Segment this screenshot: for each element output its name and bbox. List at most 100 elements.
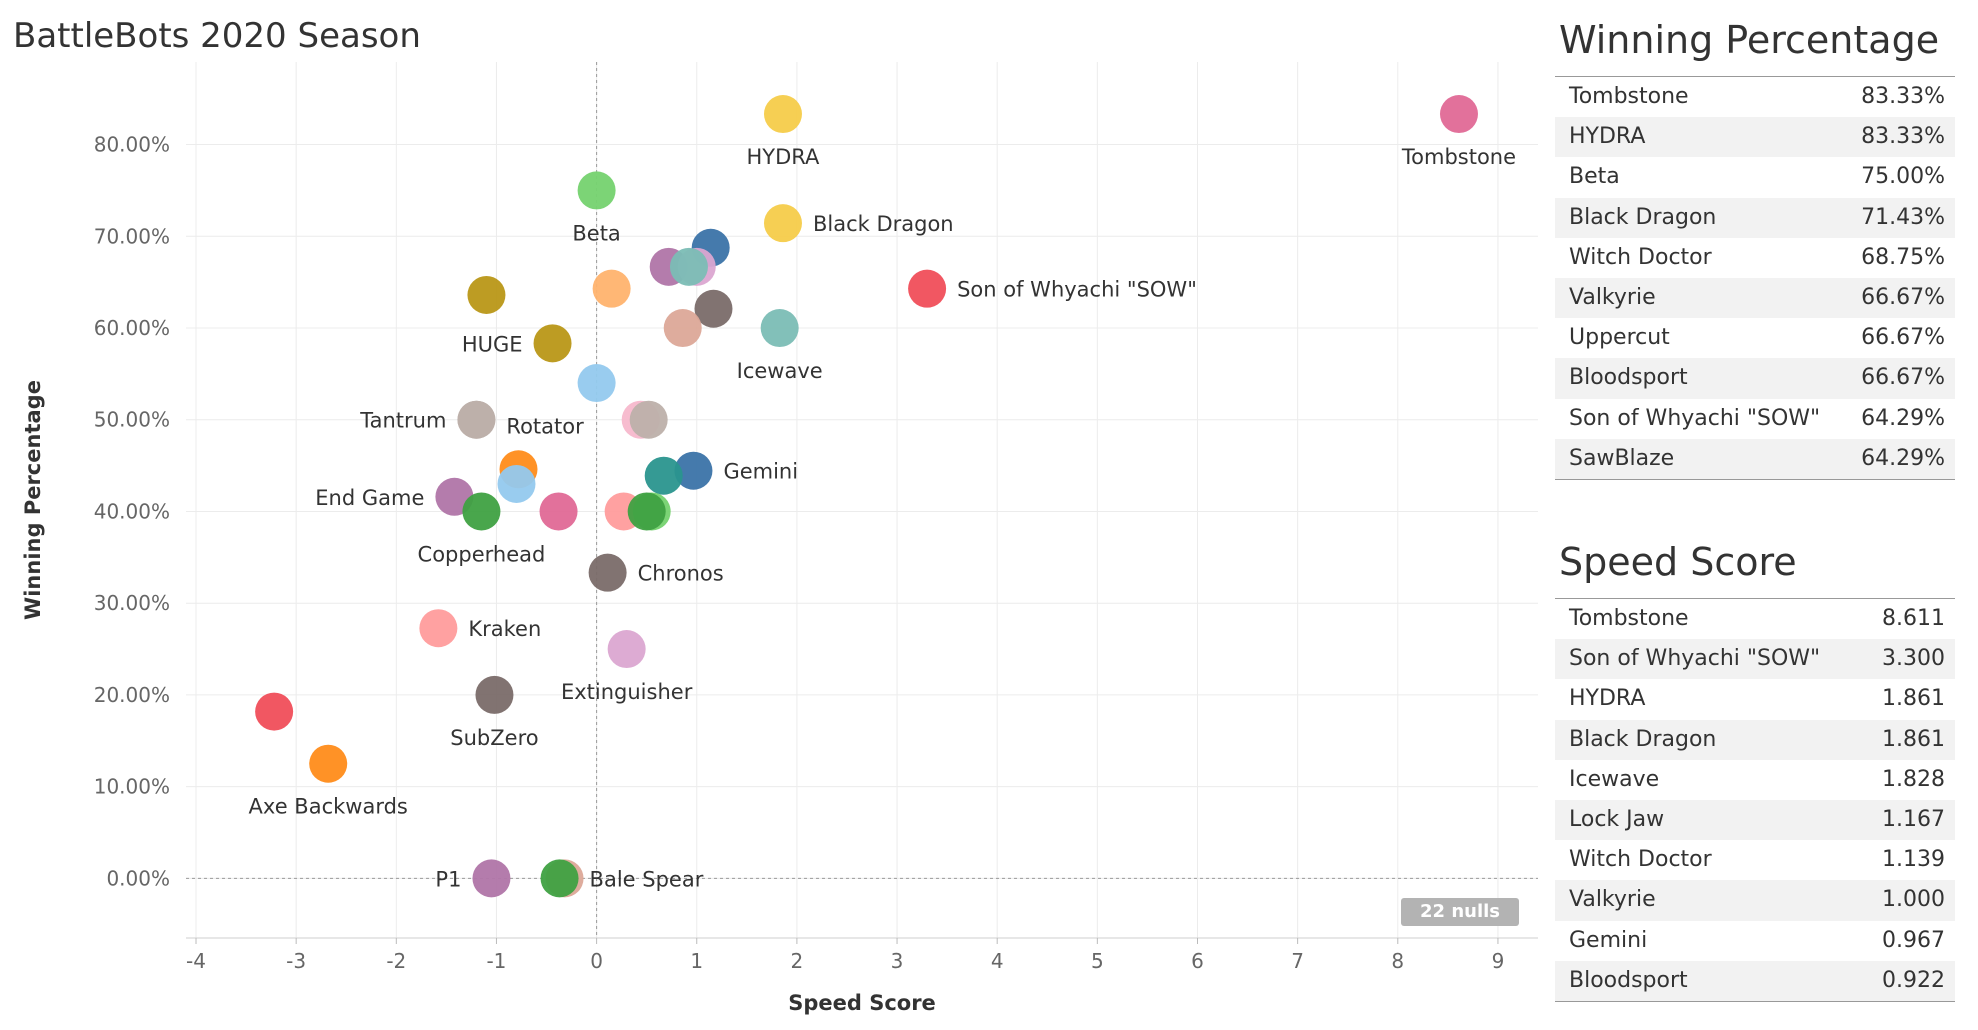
data-point [539,492,578,531]
data-point [540,859,579,898]
data-point [533,324,572,363]
win-pct-row-value: 83.33% [1861,124,1945,150]
speed-score-row-value: 1.861 [1882,686,1945,712]
speed-score-row[interactable]: Bloodsport 0.922 [1555,960,1955,1001]
speed-score-row[interactable]: HYDRA 1.861 [1555,679,1955,719]
speed-score-row-name: Valkyrie [1569,887,1656,913]
data-point [1439,95,1478,134]
speed-score-row[interactable]: Tombstone 8.611 [1555,599,1955,639]
data-point [644,456,683,495]
data-point [908,269,947,308]
speed-score-row-value: 1.167 [1882,806,1945,832]
speed-score-row-value: 3.300 [1882,646,1945,672]
x-tick-label: -1 [486,949,506,973]
win-pct-row[interactable]: Witch Doctor 68.75% [1555,238,1955,278]
winning-percentage-panel: Winning Percentage Tombstone 83.33% HYDRA 8… [1555,18,1955,480]
win-pct-row[interactable]: Son of Whyachi "SOW" 64.29% [1555,399,1955,439]
speed-score-row-value: 1.000 [1882,887,1945,913]
point-label: P1 [435,867,461,891]
y-tick-label: 10.00% [94,775,170,799]
win-pct-row-name: Witch Doctor [1569,244,1712,270]
speed-score-row-value: 0.967 [1882,927,1945,953]
win-pct-row-value: 64.29% [1861,405,1945,431]
speed-score-title: Speed Score [1559,540,1797,584]
data-point [467,275,506,314]
x-tick-label: 8 [1391,949,1404,973]
win-pct-row[interactable]: HYDRA 83.33% [1555,117,1955,158]
speed-score-row-value: 0.922 [1882,967,1945,993]
win-pct-row[interactable]: Tombstone 83.33% [1555,77,1955,117]
x-tick-label: 1 [690,949,703,973]
speed-score-row-name: Black Dragon [1569,726,1717,752]
x-tick-label: 0 [590,949,603,973]
speed-score-row[interactable]: Gemini 0.967 [1555,921,1955,961]
point-label: Beta [572,221,620,245]
data-point [629,400,668,439]
data-point [592,269,631,308]
point-label: End Game [315,486,424,510]
point-label: Son of Whyachi "SOW" [957,278,1197,302]
win-pct-row-name: HYDRA [1569,124,1646,150]
chart-title: BattleBots 2020 Season [13,16,421,56]
speed-score-row[interactable]: Witch Doctor 1.139 [1555,840,1955,880]
speed-score-row-value: 1.828 [1882,766,1945,792]
data-point [309,744,348,783]
x-axis-title: Speed Score [788,991,936,1015]
win-pct-row-name: Beta [1569,164,1620,190]
speed-score-row[interactable]: Black Dragon 1.861 [1555,719,1955,760]
win-pct-row[interactable]: Bloodsport 66.67% [1555,358,1955,399]
y-tick-label: 0.00% [106,866,170,890]
point-label: Bale Spear [590,867,704,891]
data-point [577,364,616,403]
win-pct-row-value: 68.75% [1861,244,1945,270]
win-pct-row-name: Valkyrie [1569,284,1656,310]
point-label: Rotator [506,415,584,439]
data-point [663,309,702,348]
win-pct-row-value: 71.43% [1861,204,1945,230]
data-point [607,630,646,669]
speed-score-row[interactable]: Valkyrie 1.000 [1555,880,1955,921]
win-pct-row[interactable]: Uppercut 66.67% [1555,318,1955,358]
point-label: HYDRA [747,145,821,169]
speed-score-row[interactable]: Lock Jaw 1.167 [1555,799,1955,841]
data-point [462,492,501,531]
data-point [472,859,511,898]
y-tick-label: 40.00% [94,499,170,523]
win-pct-row[interactable]: Beta 75.00% [1555,157,1955,197]
speed-score-row-name: HYDRA [1569,686,1646,712]
speed-score-row-name: Witch Doctor [1569,847,1712,873]
data-point [588,553,627,592]
point-label: Black Dragon [813,212,954,236]
win-pct-row-value: 66.67% [1861,365,1945,391]
speed-score-row-name: Tombstone [1569,606,1689,631]
win-pct-row-value: 83.33% [1861,84,1945,109]
win-pct-row-name: Uppercut [1569,325,1670,351]
speed-score-row-value: 8.611 [1882,606,1945,631]
nulls-badge[interactable]: 22 nulls [1401,898,1519,926]
win-pct-row[interactable]: SawBlaze 64.29% [1555,438,1955,479]
x-tick-label: -2 [386,949,406,973]
data-point [577,171,616,210]
point-label: Axe Backwards [249,795,408,819]
speed-score-row-value: 1.861 [1882,726,1945,752]
win-pct-row-name: Tombstone [1569,84,1689,109]
data-point [669,247,708,286]
y-tick-label: 80.00% [94,133,170,157]
speed-score-row-name: Bloodsport [1569,967,1688,993]
point-label: Copperhead [418,542,546,566]
speed-score-row[interactable]: Icewave 1.828 [1555,760,1955,800]
speed-score-table: Tombstone 8.611 Son of Whyachi "SOW" 3.300 H… [1555,598,1955,1002]
win-pct-row-value: 66.67% [1861,284,1945,310]
speed-score-panel: Speed Score Tombstone 8.611 Son of Whyachi… [1555,540,1955,1002]
speed-score-row-name: Icewave [1569,766,1660,792]
x-tick-label: -3 [286,949,306,973]
speed-score-row-value: 1.139 [1882,847,1945,873]
speed-score-row-name: Lock Jaw [1569,806,1665,832]
y-tick-label: 60.00% [94,316,170,340]
speed-score-row[interactable]: Son of Whyachi "SOW" 3.300 [1555,639,1955,680]
data-point [457,400,496,439]
x-tick-label: 2 [791,949,804,973]
win-pct-row-name: SawBlaze [1569,445,1675,471]
win-pct-row[interactable]: Black Dragon 71.43% [1555,197,1955,238]
win-pct-row[interactable]: Valkyrie 66.67% [1555,277,1955,319]
